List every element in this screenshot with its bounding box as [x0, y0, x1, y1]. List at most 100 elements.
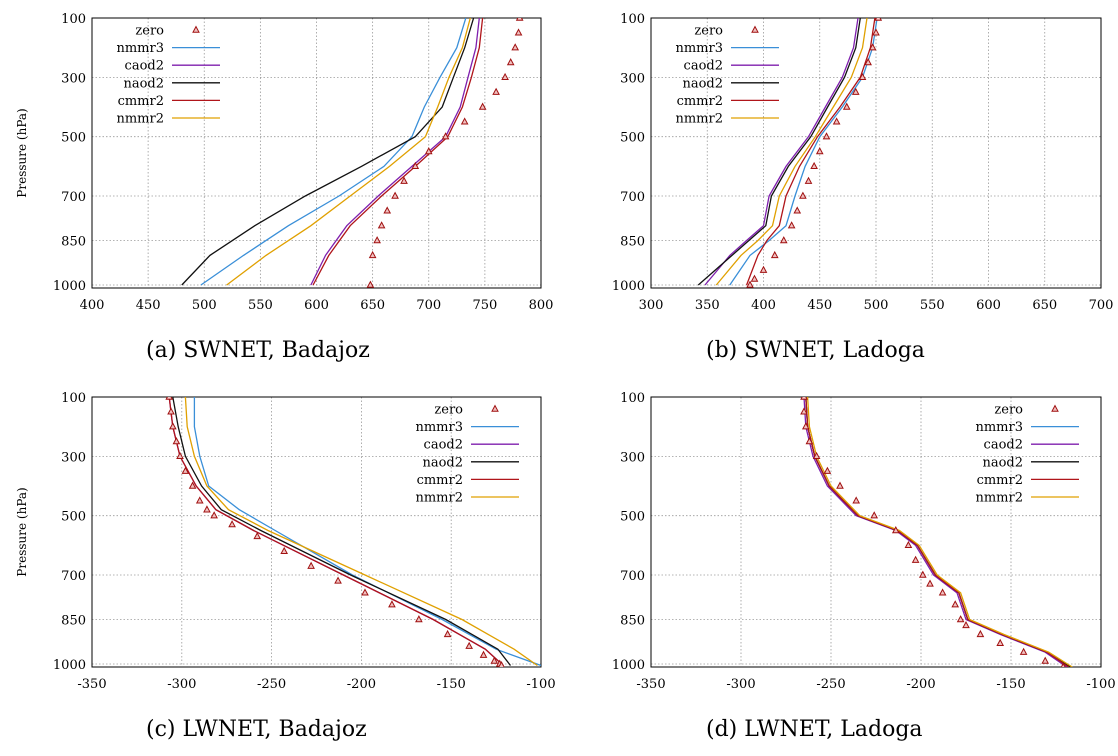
series-point-zero	[823, 466, 832, 474]
series-point-zero	[874, 18, 883, 21]
y-tick-label: 700	[61, 569, 86, 584]
legend-label-nmmr3: nmmr3	[415, 420, 463, 435]
series-point-zero	[514, 28, 523, 36]
y-tick-label: 850	[620, 235, 645, 250]
series-point-zero	[168, 422, 177, 430]
legend-label-caod2: caod2	[684, 59, 723, 74]
series-point-zero	[441, 132, 450, 140]
y-axis-label: Pressure (hPa)	[15, 487, 29, 576]
series-point-zero	[976, 629, 985, 638]
y-tick-label: 700	[620, 569, 645, 584]
series-line-cmmr2	[745, 18, 876, 286]
y-tick-label: 300	[620, 71, 645, 86]
caption-c: (c) LWNET, Badajoz	[146, 717, 367, 742]
y-tick-label: 1000	[612, 279, 645, 294]
x-tick-label: 500	[864, 298, 889, 313]
series-point-zero	[460, 117, 469, 125]
series-point-zero	[891, 526, 900, 534]
legend-label-nmmr2: nmmr2	[675, 112, 723, 127]
x-tick-label: -150	[996, 677, 1025, 692]
legend-label-naod2: naod2	[982, 455, 1023, 470]
series-point-zero	[750, 274, 759, 282]
legend-label-naod2: naod2	[682, 76, 723, 91]
x-tick-label: 550	[248, 298, 273, 313]
series-point-zero	[801, 422, 810, 430]
legend-marker-zero	[751, 25, 759, 33]
plot-area	[165, 397, 541, 667]
series-line-nmmr3	[200, 18, 467, 286]
legend-label-zero: zero	[434, 403, 463, 418]
legend-label-nmmr2: nmmr2	[116, 112, 164, 127]
x-tick-label: -250	[816, 677, 845, 692]
x-tick-label: -300	[167, 677, 196, 692]
series-point-zero	[759, 265, 768, 273]
x-tick-label: -200	[347, 677, 376, 692]
x-tick-label: -300	[726, 677, 755, 692]
series-line-nmmr2	[184, 397, 538, 667]
series-point-zero	[506, 58, 515, 66]
x-tick-label: -150	[437, 677, 466, 692]
series-point-zero	[498, 661, 505, 667]
legend-label-naod2: naod2	[123, 76, 164, 91]
series-point-zero	[996, 638, 1005, 646]
y-tick-label: 500	[61, 510, 86, 525]
y-tick-label: 100	[61, 391, 86, 406]
y-tick-label: 100	[620, 391, 645, 406]
series-point-zero	[804, 176, 813, 184]
series-point-zero	[918, 570, 927, 578]
series-point-zero	[391, 191, 399, 199]
x-tick-label: 450	[807, 298, 832, 313]
series-point-zero	[810, 161, 818, 170]
y-tick-label: 300	[620, 450, 645, 465]
x-tick-label: 300	[639, 298, 664, 313]
chart-panel-d: -350 -300 -250 -200 -150 -100 100 300 500 700 850 1…	[612, 391, 1116, 692]
series-point-zero	[443, 629, 452, 638]
legend-label-zero: zero	[994, 403, 1023, 418]
legend-label-zero: zero	[694, 24, 723, 39]
series-point-zero	[787, 221, 796, 229]
series-point-zero	[280, 546, 289, 554]
legend-label-caod2: caod2	[125, 59, 164, 74]
series-point-zero	[383, 206, 392, 214]
series-point-zero	[465, 641, 473, 649]
series-point-zero	[851, 87, 860, 95]
series-line-naod2	[181, 18, 475, 286]
series-point-zero	[858, 72, 867, 81]
series-point-zero	[812, 451, 821, 460]
legend-label-cmmr2: cmmr2	[977, 473, 1023, 488]
x-tick-label: 800	[529, 298, 554, 313]
series-point-zero	[181, 466, 190, 474]
legend-label-nmmr3: nmmr3	[975, 420, 1023, 435]
series-point-zero	[799, 191, 807, 199]
y-tick-label: 500	[61, 131, 86, 146]
series-line-cmmr2	[312, 18, 484, 286]
series-point-zero	[911, 555, 920, 563]
series-point-zero	[492, 87, 500, 95]
caption-a: (a) SWNET, Badajoz	[146, 338, 370, 363]
series-point-zero	[228, 520, 236, 528]
plot-frame	[91, 17, 542, 289]
series-point-zero	[800, 407, 808, 415]
series-point-zero	[746, 280, 754, 288]
x-tick-label: -250	[257, 677, 286, 692]
series-point-zero	[361, 588, 369, 596]
plot-area	[697, 18, 883, 288]
series-line-naod2	[697, 18, 861, 286]
x-tick-label: 450	[136, 298, 161, 313]
series-point-zero	[172, 437, 181, 445]
series-line-naod2	[805, 397, 1071, 667]
series-point-zero	[210, 511, 218, 519]
series-line-cmmr2	[805, 397, 1069, 667]
series-point-zero	[815, 147, 824, 155]
series-point-zero	[415, 615, 423, 623]
series-point-zero	[951, 600, 960, 608]
series-point-zero	[822, 132, 831, 140]
x-tick-label: -100	[1086, 677, 1115, 692]
series-point-zero	[165, 397, 174, 400]
legend-label-caod2: caod2	[424, 438, 463, 453]
series-point-zero	[253, 531, 262, 540]
x-tick-label: 750	[472, 298, 497, 313]
y-axis-label: Pressure (hPa)	[15, 108, 29, 197]
series-point-zero	[904, 540, 913, 549]
